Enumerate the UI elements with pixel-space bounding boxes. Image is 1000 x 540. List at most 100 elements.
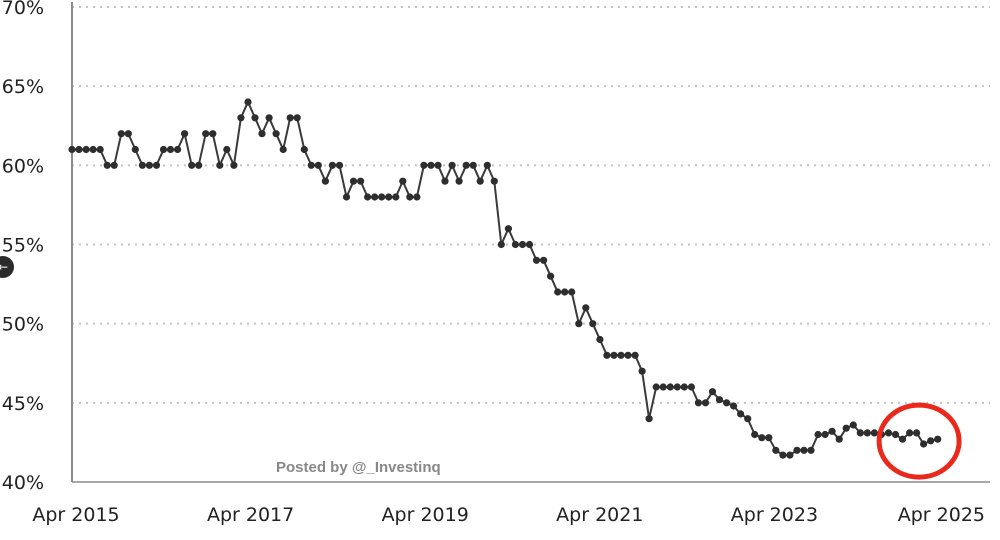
data-point <box>357 177 365 185</box>
data-point <box>434 161 442 169</box>
y-tick-label: 55% <box>2 235 44 257</box>
data-point <box>145 161 153 169</box>
data-point <box>793 446 801 454</box>
data-point <box>596 335 604 344</box>
data-point <box>631 351 639 359</box>
data-point <box>314 161 322 169</box>
data-point <box>223 145 231 154</box>
data-point <box>751 430 759 439</box>
data-point <box>159 145 168 154</box>
data-point <box>525 240 534 249</box>
data-point <box>117 130 125 138</box>
data-point <box>575 320 583 328</box>
data-point <box>174 145 182 154</box>
data-point <box>188 161 196 169</box>
data-point <box>300 145 308 154</box>
y-tick-label: 70% <box>2 0 44 19</box>
data-point <box>554 288 562 296</box>
data-point <box>540 256 548 264</box>
data-point <box>131 145 139 154</box>
data-point <box>209 130 217 138</box>
data-point <box>265 114 273 122</box>
data-point <box>364 193 372 201</box>
data-point <box>89 145 97 154</box>
data-point <box>582 304 590 312</box>
data-point <box>399 177 407 185</box>
data-point <box>307 161 315 169</box>
data-point <box>518 240 527 249</box>
data-point <box>666 383 674 391</box>
arrow-left-icon[interactable]: ← <box>0 256 14 278</box>
data-point <box>455 177 463 185</box>
data-point <box>786 451 794 459</box>
series-line <box>72 99 938 457</box>
data-point <box>532 256 541 264</box>
x-tick-label: Apr 2015 <box>32 504 119 526</box>
data-point <box>251 114 259 122</box>
data-point <box>737 410 745 418</box>
data-point <box>645 415 653 423</box>
data-point <box>779 451 787 459</box>
data-point <box>708 388 717 396</box>
data-point <box>448 161 456 169</box>
data-point <box>906 429 914 437</box>
data-point <box>490 177 498 185</box>
data-point <box>279 145 287 154</box>
data-point <box>814 430 822 439</box>
data-point <box>230 161 238 169</box>
data-point <box>392 193 400 201</box>
data-point <box>75 145 83 154</box>
data-point <box>898 435 907 443</box>
data-point <box>934 435 942 443</box>
data-point <box>589 320 597 328</box>
data-point <box>504 225 512 233</box>
data-point <box>68 145 76 154</box>
data-point <box>476 177 484 185</box>
data-point <box>715 396 724 404</box>
data-point <box>483 161 491 169</box>
x-tick-label: Apr 2023 <box>731 504 818 526</box>
data-point <box>286 114 294 122</box>
data-point <box>547 272 555 280</box>
data-point <box>469 161 477 169</box>
data-point <box>371 193 379 201</box>
data-point <box>342 193 351 201</box>
gridlines <box>72 6 990 404</box>
data-point <box>687 383 696 391</box>
data-point <box>624 351 632 359</box>
data-point <box>828 427 836 435</box>
data-point <box>744 415 752 423</box>
y-tick-label: 60% <box>2 155 44 177</box>
data-points <box>68 98 942 459</box>
data-point <box>849 421 857 429</box>
data-point <box>701 399 710 407</box>
data-point <box>103 161 111 169</box>
data-point <box>413 193 421 201</box>
data-point <box>82 145 90 154</box>
data-point <box>216 161 224 169</box>
data-point <box>328 161 336 169</box>
data-point <box>617 351 625 359</box>
data-point <box>166 145 175 154</box>
data-point <box>856 429 864 437</box>
data-point <box>920 440 928 448</box>
x-tick-label: Apr 2017 <box>207 504 294 526</box>
data-point <box>152 161 161 169</box>
y-tick-label: 45% <box>2 393 44 415</box>
data-point <box>244 98 252 106</box>
data-point <box>462 161 470 169</box>
y-tick-label: 65% <box>2 76 44 98</box>
data-point <box>913 429 921 437</box>
data-point <box>870 429 879 437</box>
data-point <box>181 130 189 138</box>
x-tick-label: Apr 2025 <box>898 504 985 526</box>
data-point <box>349 177 358 185</box>
data-point <box>673 383 681 391</box>
data-point <box>195 161 203 169</box>
data-point <box>694 399 703 407</box>
data-point <box>891 430 900 439</box>
data-point <box>427 161 435 169</box>
data-point <box>272 130 280 138</box>
watermark-text: Posted by @_Investinq <box>276 459 441 476</box>
